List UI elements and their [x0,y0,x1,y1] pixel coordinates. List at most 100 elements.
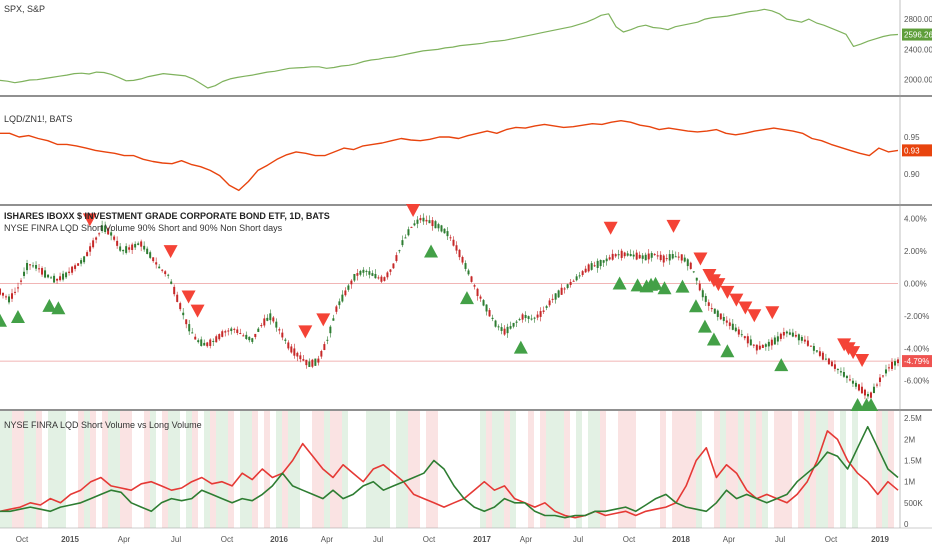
volume-band-long [762,411,768,528]
candle-body [320,351,323,357]
candle-body [182,312,185,316]
short-signal-marker [738,301,753,315]
candle-body [782,332,785,336]
volume-band-short [408,411,414,528]
price-tick-label: -2.00% [904,312,929,321]
long-volume-line [0,425,899,519]
candle-body [605,258,608,262]
volume-band-short [192,411,198,528]
candle-body [236,329,239,334]
volume-band-short [228,411,234,528]
candle-body [596,260,599,268]
volume-band-short [876,411,882,528]
candle-body [452,239,455,246]
candle-body [458,249,461,258]
candle-body [32,265,35,267]
candle-body [758,345,761,350]
candle-body [455,245,458,251]
candle-body [629,253,632,257]
candle-body [203,342,206,346]
short-signal-marker [190,304,205,318]
candle-body [356,273,359,276]
volume-band-short [828,411,834,528]
candle-body [770,339,773,346]
candle-body [602,260,605,263]
candle-body [671,253,674,259]
candle-body [566,284,569,288]
volume-band-long [60,411,66,528]
volume-band-short [264,411,270,528]
candle-body [347,285,350,290]
volume-band-short [252,411,258,528]
candle-body [779,333,782,339]
candle-body [248,336,251,341]
volume-band-long [0,411,6,528]
candle-body [290,346,293,353]
time-tick-label: 2018 [672,535,690,544]
volume-band-long [108,411,114,528]
candle-body [827,358,830,365]
non-short-signal-marker [850,398,865,411]
volume-band-long [480,411,486,528]
volume-band-long [54,411,60,528]
candle-body [158,266,161,269]
candle-body [137,243,140,245]
price-tick-label: 2.5M [904,414,922,423]
candle-body [368,271,371,275]
candle-body [194,336,197,340]
candle-body [395,255,398,262]
candle-body [173,286,176,295]
candle-body [590,263,593,270]
candle-body [587,264,590,272]
candle-body [77,263,80,266]
short-signal-marker [855,353,870,367]
volume-band-long [546,411,552,528]
candle-body [14,291,17,293]
short-signal-marker [666,219,681,233]
candle-body [488,310,491,317]
time-tick-label: Jul [775,535,785,544]
price-tick-label: -4.00% [904,344,929,353]
candle-body [98,233,101,235]
candle-body [869,392,872,398]
price-tick-label: 1.5M [904,457,922,466]
candle-body [866,394,869,397]
volume-band-long [384,411,390,528]
short-signal-marker [163,245,178,259]
non-short-signal-marker [424,244,439,258]
candle-body [836,369,839,371]
candle-body [215,336,218,343]
volume-band-long [48,411,54,528]
time-tick-label: Apr [118,535,131,544]
candle-body [407,229,410,236]
candle-body [650,253,653,258]
candle-body [473,285,476,287]
price-tick-label: 0 [904,520,909,529]
candle-body [209,339,212,346]
candle-body [521,314,524,320]
candle-body [281,332,284,338]
volume-band-short [540,411,546,528]
price-tick-label: 1M [904,478,915,487]
candle-body [818,351,821,356]
non-short-signal-marker [688,299,703,313]
candle-body [897,359,899,364]
candle-body [518,319,521,321]
candle-body [35,265,38,269]
candle-body [29,264,32,266]
volume-band-short [600,411,606,528]
short-signal-marker [711,278,726,292]
candle-body [224,331,227,333]
volume-band-short [780,411,786,528]
candle-body [632,254,635,257]
volume-band-long [510,411,516,528]
volume-band-short [12,411,18,528]
candle-body [884,369,887,374]
non-short-signal-marker [513,340,528,354]
time-tick-label: Jul [171,535,181,544]
candle-body [416,219,419,224]
candle-body [506,326,509,334]
volume-band-long [204,411,210,528]
candle-body [152,257,155,262]
